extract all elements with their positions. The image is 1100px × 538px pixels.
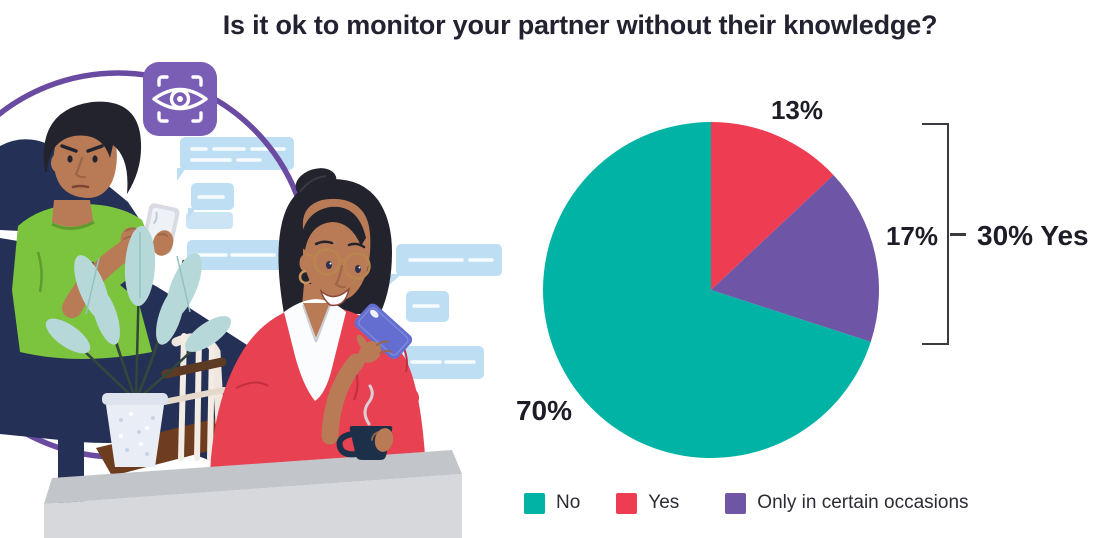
pie-slice-no (543, 122, 871, 458)
table (44, 450, 462, 538)
slice-label-no: 70% (515, 395, 573, 426)
page-title: Is it ok to monitor your partner without… (222, 10, 938, 40)
legend-item-only-in-certain-occasions: Only in certain occasions (725, 492, 969, 514)
potted-plant (45, 226, 231, 467)
legend-swatch-only-in-certain-occasions (725, 492, 747, 514)
pie-slice-only-in-certain-occasions (711, 174, 879, 342)
legend-swatch-yes (616, 492, 638, 514)
chat-bubbles (177, 137, 502, 387)
pie-chart (543, 122, 879, 458)
slice-label-only-in-certain-occasions: 17% (885, 221, 938, 251)
legend-item-yes: Yes (616, 492, 679, 514)
smile (319, 286, 351, 307)
slice-label-yes: 13% (770, 95, 824, 125)
pie-slice-yes (711, 122, 834, 290)
group-bracket (922, 123, 949, 345)
couple-illustration (0, 62, 502, 538)
legend-label-yes: Yes (648, 492, 680, 513)
legend-item-no: No (524, 492, 580, 514)
woman-bangs (300, 206, 366, 250)
group-bracket-tick (950, 233, 966, 236)
annotation-total-yes: 30% Yes (977, 220, 1089, 251)
pie-svg (543, 122, 879, 458)
legend: No Yes Only in certain occasions (524, 492, 969, 514)
legend-swatch-no (524, 492, 545, 514)
eye-icon (143, 62, 217, 136)
legend-label-no: No (556, 492, 581, 513)
woman-phone (354, 303, 413, 360)
legend-label-only-in-certain-occasions: Only in certain occasions (757, 492, 969, 513)
coffee-mug (336, 384, 394, 460)
man-hair (43, 101, 142, 194)
woman-figure (210, 168, 426, 472)
glasses (305, 248, 371, 280)
woman-shirt (284, 299, 346, 401)
